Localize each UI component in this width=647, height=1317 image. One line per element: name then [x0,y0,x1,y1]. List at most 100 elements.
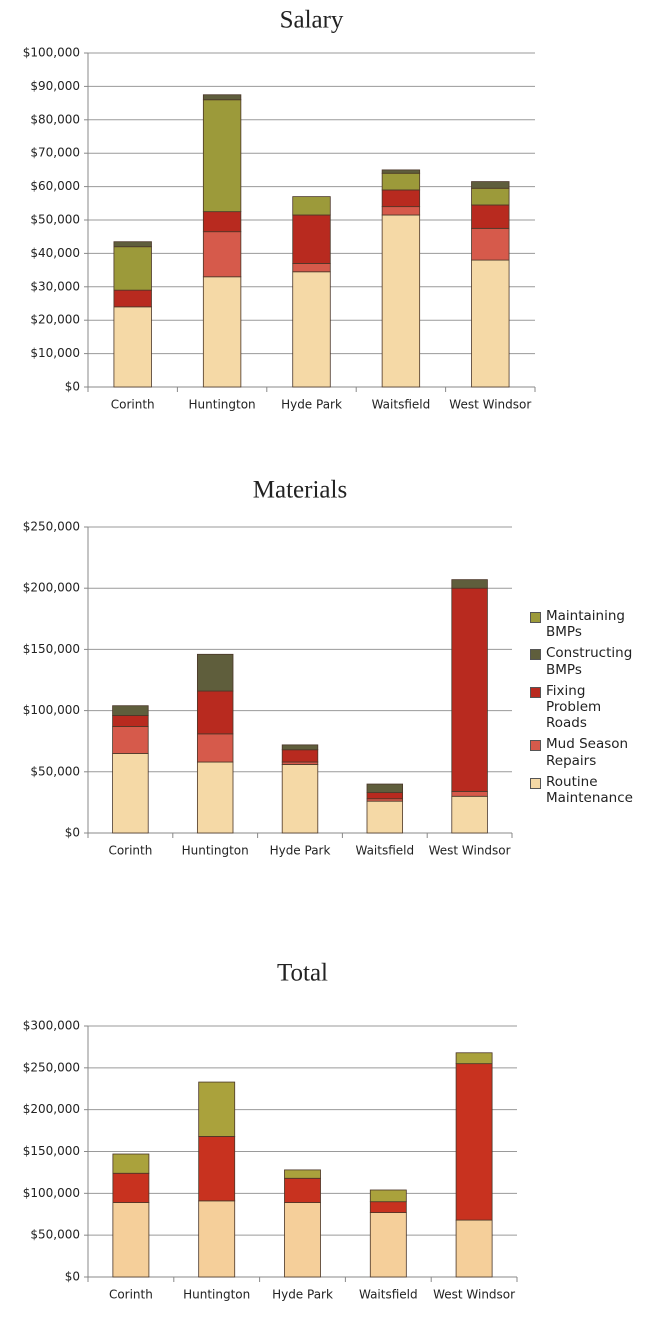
bar-segment [196,653,234,692]
bar-segment [471,181,510,189]
y-tick-label: $20,000 [30,313,80,327]
bar-segment [112,705,149,716]
x-tick-label: Waitsfield [372,398,431,412]
legend-label: Constructing BMPs [546,645,633,678]
bar-segment [112,1202,150,1278]
bar-segment [366,800,404,834]
bar-segment [112,726,149,754]
bar-segment [281,749,319,763]
bar-segment [113,289,152,308]
bar-segment [202,99,242,213]
bar-segment [112,1153,150,1174]
chart-title: Materials [253,477,347,504]
bar-segment [198,1136,236,1202]
x-tick-label: Waitsfield [355,844,414,858]
legend-label: Routine Maintenance [546,773,633,806]
legend-label: Maintaining BMPs [546,608,625,641]
bar-segment [281,764,319,834]
bar-segment [112,1172,150,1203]
bar-segment [196,733,234,763]
bar-segment [202,231,242,278]
y-tick-label: $200,000 [23,1102,80,1116]
legend-item: Mud Season Repairs [530,736,642,769]
y-tick-label: $0 [65,826,80,840]
bar-segment [292,271,331,388]
legend-swatch [530,686,541,698]
bar-segment [366,792,404,800]
y-tick-label: $90,000 [30,79,80,93]
bar-segment [292,263,331,273]
x-tick-label: Corinth [111,398,155,412]
bar-segment [202,94,242,101]
bar-segment [196,761,234,834]
x-tick-label: West Windsor [433,1288,515,1302]
bar-segment [366,783,404,794]
y-tick-label: $150,000 [23,1144,80,1158]
bar-segment [292,196,331,216]
legend: Maintaining BMPs Constructing BMPs Fixing … [530,608,642,811]
legend-swatch [530,740,541,752]
x-tick-label: Hyde Park [281,398,342,412]
y-tick-label: $100,000 [23,46,80,60]
bar-segment [198,1081,236,1137]
bar-segment [451,790,488,797]
bar-segment [202,276,242,388]
legend-label: Mud Season Repairs [546,736,629,769]
y-tick-label: $100,000 [23,703,80,717]
y-tick-label: $250,000 [23,1060,80,1074]
x-tick-label: Huntington [183,1288,250,1302]
y-tick-label: $30,000 [30,279,80,293]
y-tick-label: $200,000 [23,581,80,595]
bar-segment [451,579,488,589]
bar-segment [113,246,152,291]
bar-segment [471,187,510,206]
x-tick-label: Corinth [109,1288,153,1302]
bar-segment [284,1202,321,1278]
bar-segment [381,214,421,388]
x-tick-label: Huntington [189,398,256,412]
bar-segment [455,1219,493,1278]
bar-segment [202,211,242,233]
bar-segment [196,690,234,735]
y-tick-label: $40,000 [30,246,80,260]
bar-segment [455,1052,493,1065]
chart-title: Total [277,960,328,987]
legend-swatch [530,649,541,661]
x-tick-label: Waitsfield [359,1288,418,1302]
bar-segment [381,169,421,174]
y-tick-label: $70,000 [30,146,80,160]
y-tick-label: $100,000 [23,1186,80,1200]
bar-segment [113,241,152,248]
y-tick-label: $10,000 [30,346,80,360]
y-tick-label: $0 [65,1270,80,1284]
bar-segment [292,214,331,264]
legend-item: Maintaining BMPs [530,608,642,640]
y-tick-label: $300,000 [23,1019,80,1033]
legend-label: Fixing Problem Roads [546,682,602,732]
chart-title: Salary [280,7,344,34]
bar-segment [113,306,152,388]
bar-segment [381,172,421,191]
bar-segment [369,1212,407,1278]
legend-item: Routine Maintenance [530,774,642,806]
y-tick-label: $150,000 [23,642,80,656]
y-tick-label: $50,000 [30,1228,80,1242]
x-tick-label: Corinth [108,844,152,858]
bar-segment [471,204,510,229]
bar-segment [451,587,488,792]
bar-segment [284,1177,321,1203]
bar-segment [369,1201,407,1213]
x-tick-label: West Windsor [449,398,531,412]
bar-segment [471,227,510,261]
legend-swatch [530,612,541,623]
x-tick-label: Huntington [182,844,249,858]
bar-segment [381,189,421,208]
x-tick-label: Hyde Park [272,1288,333,1302]
bar-segment [284,1169,321,1179]
bar-segment [471,259,510,388]
x-tick-label: Hyde Park [270,844,331,858]
bar-segment [198,1200,236,1278]
y-tick-label: $60,000 [30,179,80,193]
